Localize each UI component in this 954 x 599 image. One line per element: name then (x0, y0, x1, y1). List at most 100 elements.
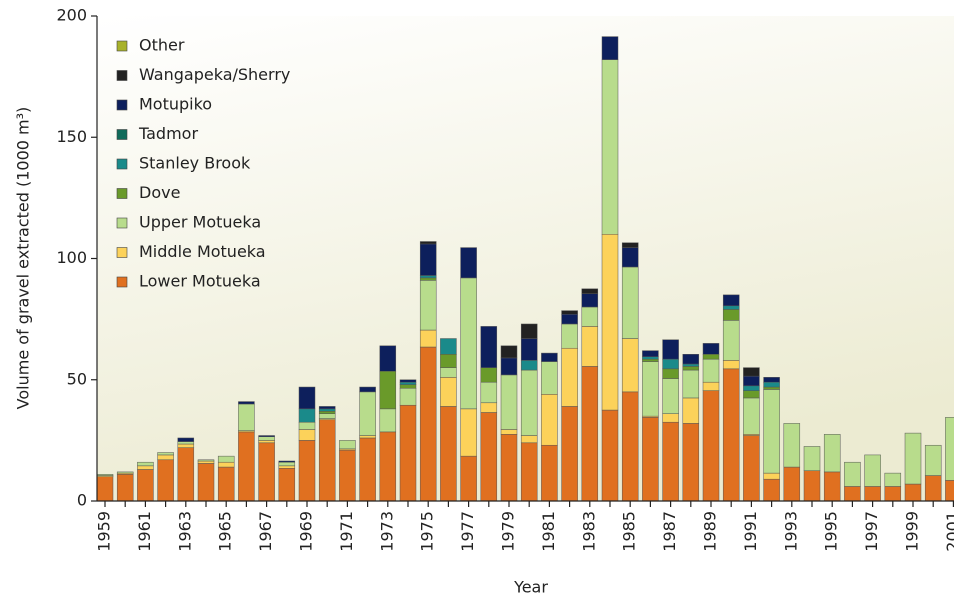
x-tick-label: 1969 (297, 511, 316, 552)
bar-segment (480, 402, 498, 413)
bar-segment (662, 339, 679, 360)
bar-segment (399, 387, 417, 406)
bar-segment (945, 480, 954, 502)
bar-segment (763, 377, 780, 383)
legend-swatch (116, 99, 128, 111)
bar-segment (318, 406, 336, 410)
bar-segment (96, 474, 114, 476)
bar-segment (318, 411, 336, 414)
x-tick-label: 2001 (943, 511, 954, 552)
bar-segment (339, 449, 356, 502)
bar-segment (803, 446, 821, 471)
bar-segment (318, 413, 336, 419)
legend-label: Dove (139, 183, 180, 202)
bar-segment (702, 358, 720, 383)
bar-segment (217, 455, 235, 463)
bar-segment (258, 442, 275, 502)
bar-segment (379, 408, 397, 433)
bar-segment (258, 440, 275, 444)
bar-segment (722, 320, 740, 361)
bar-segment (621, 247, 639, 268)
bar-segment (157, 459, 174, 502)
bar-segment (460, 408, 477, 457)
bar-segment (460, 455, 477, 502)
bar-segment (823, 434, 841, 473)
bar-segment (541, 352, 558, 362)
bar-segment (662, 358, 679, 370)
bar-segment (581, 288, 599, 294)
bar-segment (440, 354, 457, 368)
bar-segment (844, 461, 861, 487)
x-tick-label: 1985 (620, 511, 639, 552)
legend-label: Other (139, 36, 185, 55)
bar-segment (419, 275, 437, 279)
bar-segment (399, 379, 417, 383)
bar-segment (258, 436, 275, 441)
bar-segment (601, 234, 619, 411)
bar-segment (278, 465, 296, 469)
bar-segment (298, 421, 316, 430)
y-tick-label: 50 (67, 369, 87, 388)
bar-segment (581, 326, 599, 367)
bar-segment (419, 346, 437, 502)
x-tick-label: 1959 (95, 511, 114, 552)
bar-segment (197, 459, 215, 462)
bar-segment (783, 423, 801, 468)
bar-segment (177, 443, 195, 448)
bar-segment (157, 452, 174, 456)
bar-segment (722, 368, 740, 502)
bar-segment (379, 345, 397, 372)
bar-segment (823, 471, 841, 502)
bar-segment (318, 419, 336, 502)
bar-segment (480, 326, 498, 368)
bar-segment (722, 294, 740, 307)
bar-segment (561, 314, 578, 325)
bar-segment (116, 474, 134, 502)
bar-segment (419, 277, 437, 281)
bar-segment (116, 471, 134, 474)
x-tick-label: 1995 (822, 511, 841, 552)
bar-segment (520, 360, 538, 371)
bar-segment (217, 466, 235, 502)
x-tick-label: 1993 (781, 511, 800, 552)
bar-segment (763, 386, 780, 390)
bar-segment (722, 305, 740, 310)
bar-segment (702, 390, 720, 502)
bar-segment (722, 360, 740, 370)
bar-segment (743, 385, 760, 391)
bar-segment (561, 406, 578, 502)
bar-segment (642, 356, 659, 360)
x-tick-label: 1973 (377, 511, 396, 552)
bar-segment (359, 435, 376, 439)
legend-swatch (116, 188, 128, 199)
bar-segment (884, 472, 902, 487)
y-tick-label: 100 (56, 248, 87, 267)
bar-segment (945, 417, 954, 481)
bar-segment (702, 381, 720, 391)
bar-segment (399, 404, 417, 502)
bar-segment (217, 461, 235, 468)
bar-segment (743, 367, 760, 377)
bar-segment (722, 309, 740, 321)
bar-segment (419, 329, 437, 348)
bar-segment (258, 435, 275, 437)
bar-segment (561, 310, 578, 315)
x-tick-label: 1961 (135, 511, 154, 552)
bar-segment (500, 429, 518, 435)
x-tick-label: 1989 (701, 511, 720, 552)
bar-segment (278, 461, 296, 467)
bar-segment (177, 441, 195, 445)
bar-segment (500, 345, 518, 359)
bar-segment (177, 437, 195, 442)
bar-segment (702, 354, 720, 360)
bar-segment (298, 386, 316, 410)
bar-segment (298, 429, 316, 441)
bar-segment (440, 406, 457, 502)
bar-segment (601, 409, 619, 502)
bar-segment (541, 444, 558, 502)
bar-segment (238, 401, 255, 405)
x-tick-label: 1997 (862, 511, 881, 552)
x-tick-label: 1981 (539, 511, 558, 552)
bar-segment (844, 486, 861, 502)
bar-segment (642, 361, 659, 417)
